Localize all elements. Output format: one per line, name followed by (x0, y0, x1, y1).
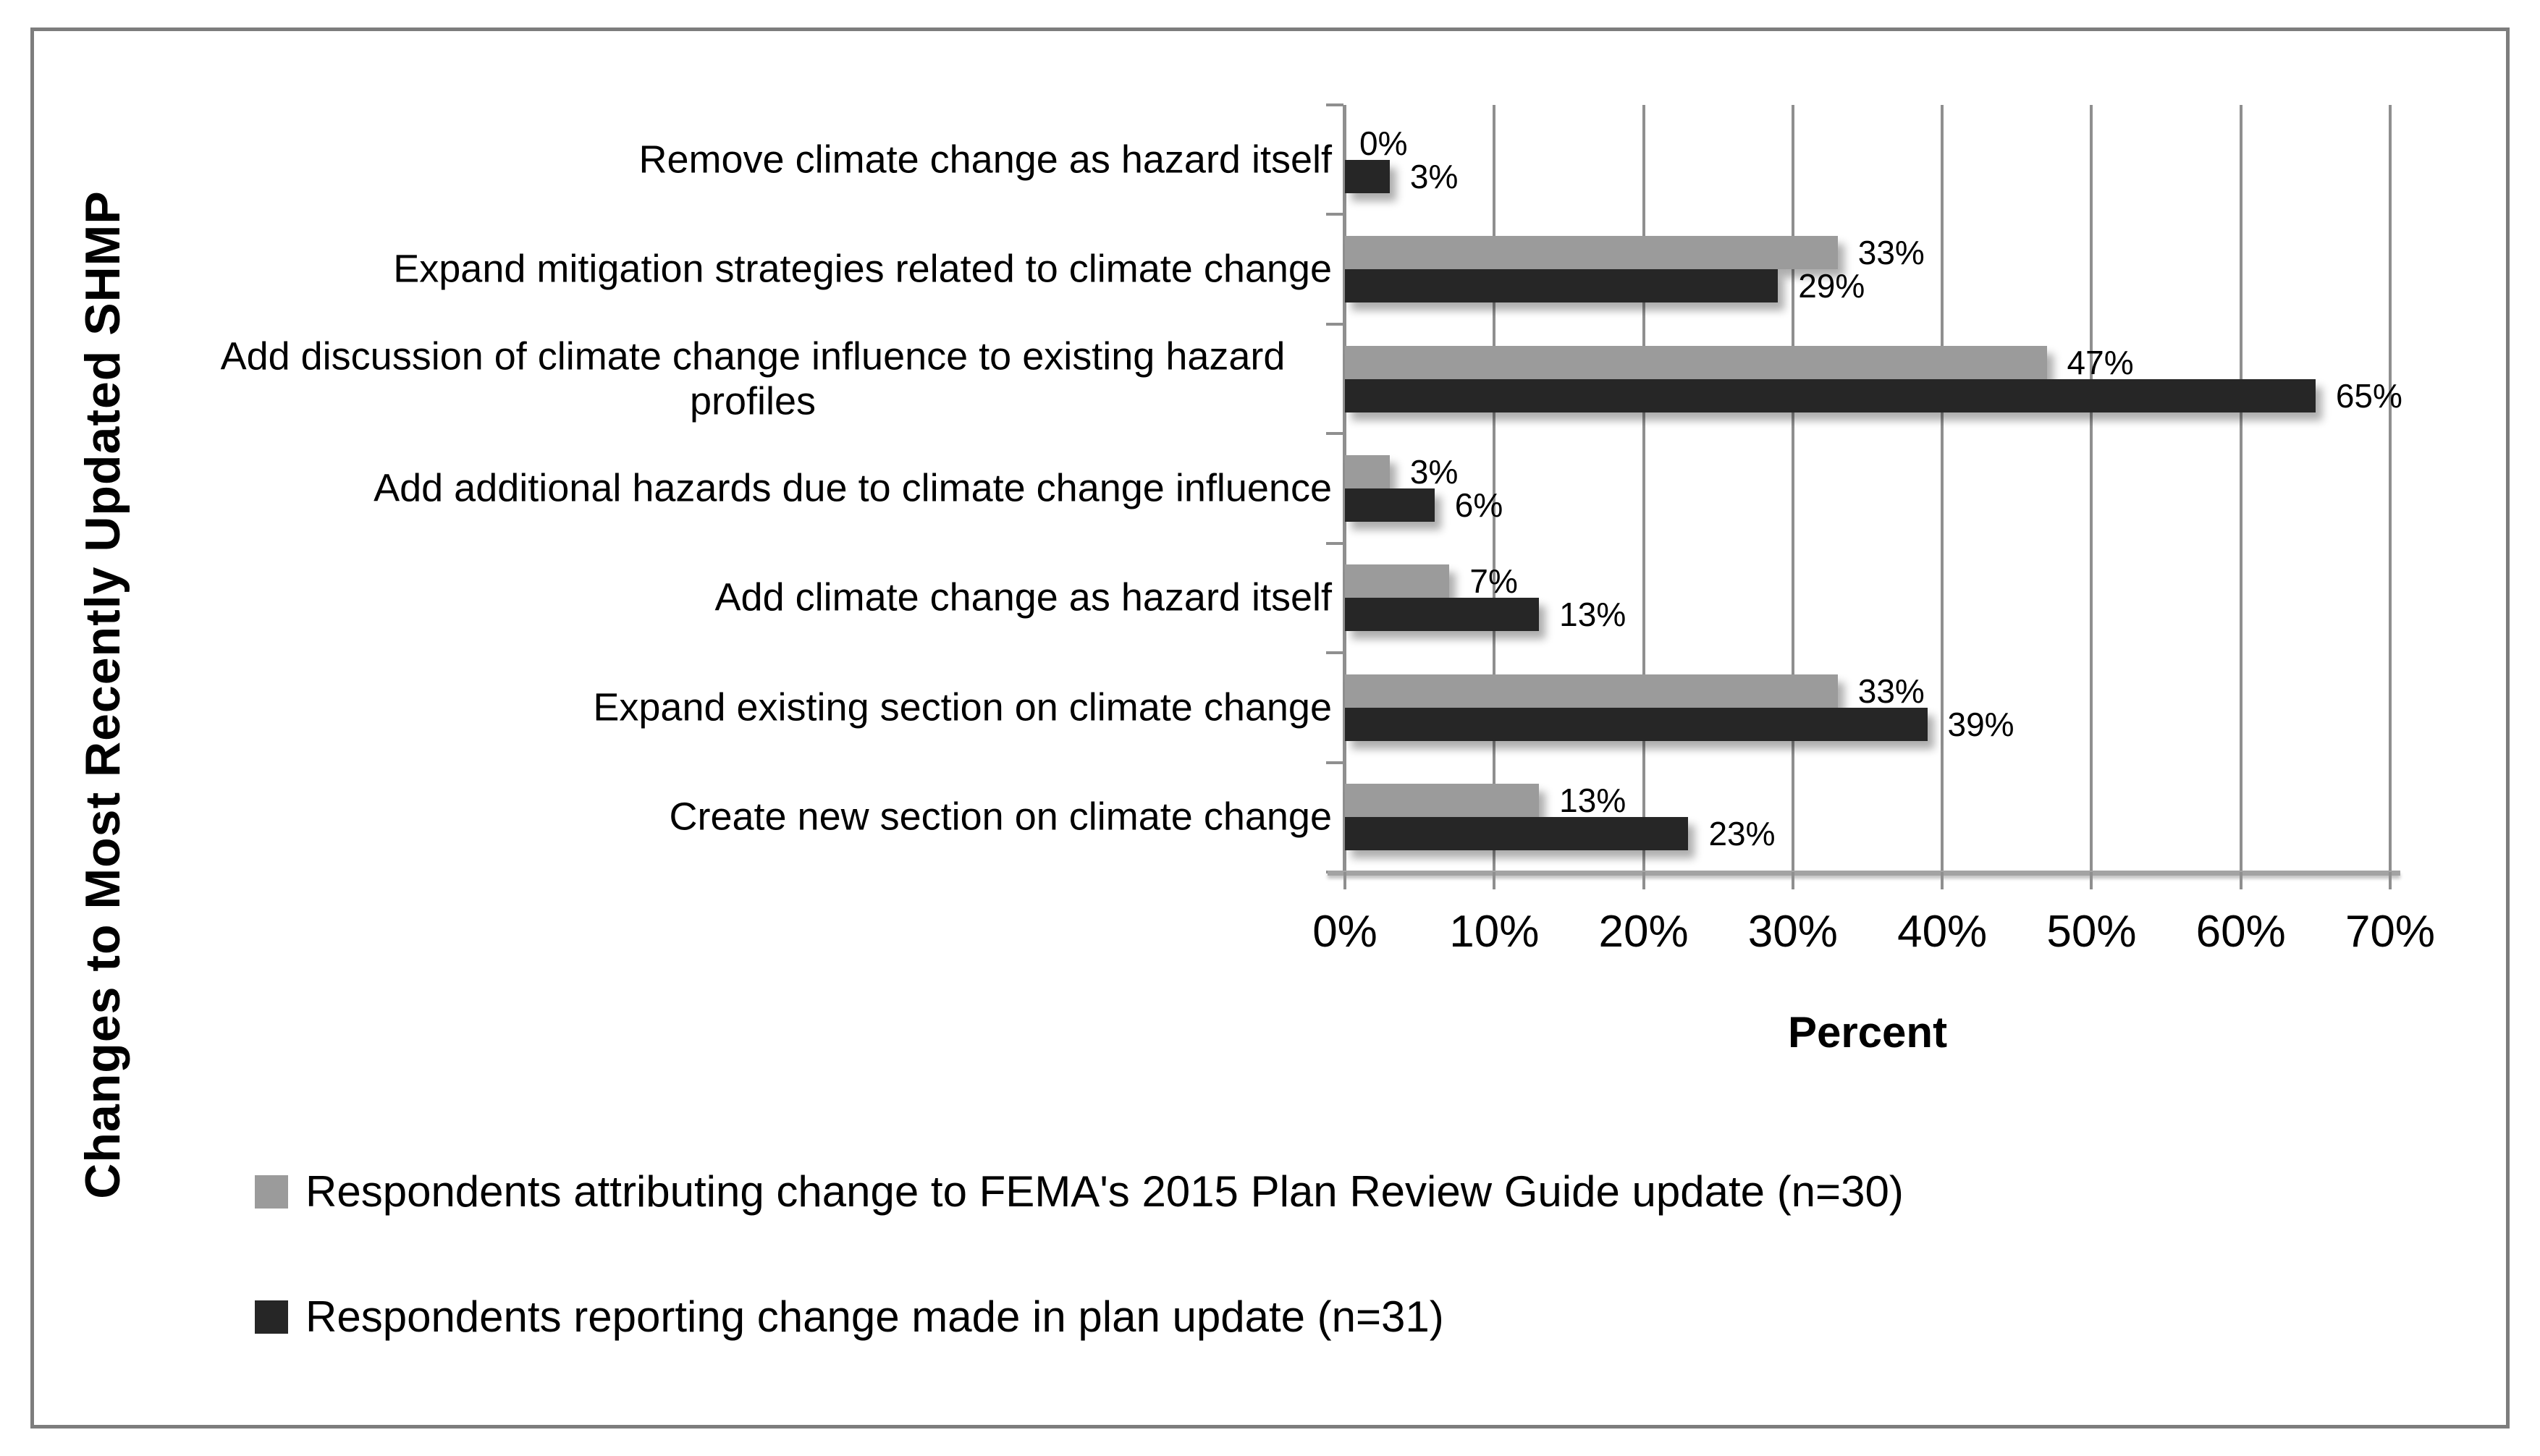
y-axis-tick (1326, 541, 1343, 545)
value-label: 65% (2335, 376, 2402, 415)
gridline-40% (1941, 105, 1944, 872)
bar-gray (1345, 674, 1838, 708)
x-axis-tick (1941, 872, 1944, 889)
bar-gray (1345, 564, 1450, 598)
figure-border (30, 27, 2510, 1429)
x-axis-tick-label: 0% (1312, 907, 1377, 957)
legend-label: Respondents reporting change made in pla… (305, 1292, 1444, 1341)
value-label: 47% (2067, 343, 2134, 381)
legend-swatch-gray (255, 1174, 288, 1209)
x-axis-tick-label: 70% (2345, 907, 2436, 957)
x-axis-tick (2090, 872, 2093, 889)
bar-dark (1345, 159, 1390, 193)
x-axis-tick (2239, 872, 2242, 889)
x-axis-line (1328, 871, 2400, 876)
value-label: 39% (1947, 705, 2014, 743)
value-label: 7% (1469, 562, 1518, 601)
category-label: Create new section on climate change (669, 795, 1332, 839)
x-axis-tick (1343, 872, 1346, 889)
value-label: 33% (1857, 672, 1925, 710)
bar-dark (1345, 488, 1435, 522)
legend-label: Respondents attributing change to FEMA's… (305, 1167, 1904, 1216)
bar-dark (1345, 378, 2316, 412)
x-axis-tick-label: 50% (2046, 907, 2137, 957)
value-label: 0% (1359, 124, 1408, 162)
gridline-20% (1642, 105, 1645, 872)
value-label: 13% (1559, 782, 1626, 820)
y-axis-tick (1326, 213, 1343, 216)
bar-gray (1345, 345, 2047, 379)
bar-gray (1345, 455, 1390, 488)
value-label: 33% (1857, 234, 1925, 272)
x-axis-title: Percent (1787, 1008, 1948, 1057)
bar-dark (1345, 817, 1689, 851)
x-axis-tick-label: 30% (1747, 907, 1838, 957)
y-axis-tick (1326, 761, 1343, 764)
x-axis-tick (1791, 872, 1794, 889)
gridline-60% (2239, 105, 2242, 872)
value-label: 3% (1409, 453, 1459, 491)
x-axis-tick-label: 20% (1598, 907, 1689, 957)
value-label: 3% (1409, 157, 1459, 195)
gridline-10% (1493, 105, 1496, 872)
bar-dark (1345, 707, 1928, 741)
y-axis-tick (1326, 432, 1343, 436)
bar-dark (1345, 269, 1779, 303)
bar-dark (1345, 598, 1540, 632)
y-axis-tick (1326, 651, 1343, 655)
x-axis-tick (2389, 872, 2392, 889)
y-axis-tick (1326, 322, 1343, 326)
x-axis-tick-label: 10% (1449, 907, 1540, 957)
gridline-70% (2389, 105, 2392, 872)
value-label: 29% (1798, 267, 1865, 305)
category-label: Expand mitigation strategies related to … (393, 247, 1332, 291)
x-axis-tick-label: 40% (1897, 907, 1988, 957)
y-axis-title: Changes to Most Recently Updated SHMP (75, 190, 130, 1199)
category-label: Add climate change as hazard itself (714, 576, 1332, 620)
legend-item-plan-update: Respondents reporting change made in pla… (255, 1292, 1904, 1342)
value-label: 13% (1559, 596, 1626, 634)
gridline-50% (2090, 105, 2093, 872)
x-axis-tick-label: 60% (2195, 907, 2286, 957)
y-axis-tick (1326, 103, 1343, 106)
legend-item-guide-update: Respondents attributing change to FEMA's… (255, 1167, 1904, 1216)
bar-gray (1345, 784, 1540, 818)
legend-swatch-dark (255, 1300, 288, 1334)
category-label: Expand existing section on climate chang… (593, 685, 1332, 729)
x-axis-tick (1493, 872, 1496, 889)
category-label: Remove climate change as hazard itself (638, 137, 1332, 182)
bar-gray (1345, 236, 1838, 270)
value-label: 6% (1454, 486, 1503, 524)
category-label: Add additional hazards due to climate ch… (374, 466, 1332, 510)
gridline-30% (1791, 105, 1794, 872)
legend: Respondents attributing change to FEMA's… (255, 1167, 1904, 1417)
x-axis-tick (1642, 872, 1645, 889)
value-label: 23% (1708, 815, 1776, 853)
y-axis-line (1343, 105, 1346, 875)
category-label: Add discussion of climate change influen… (220, 334, 1286, 423)
